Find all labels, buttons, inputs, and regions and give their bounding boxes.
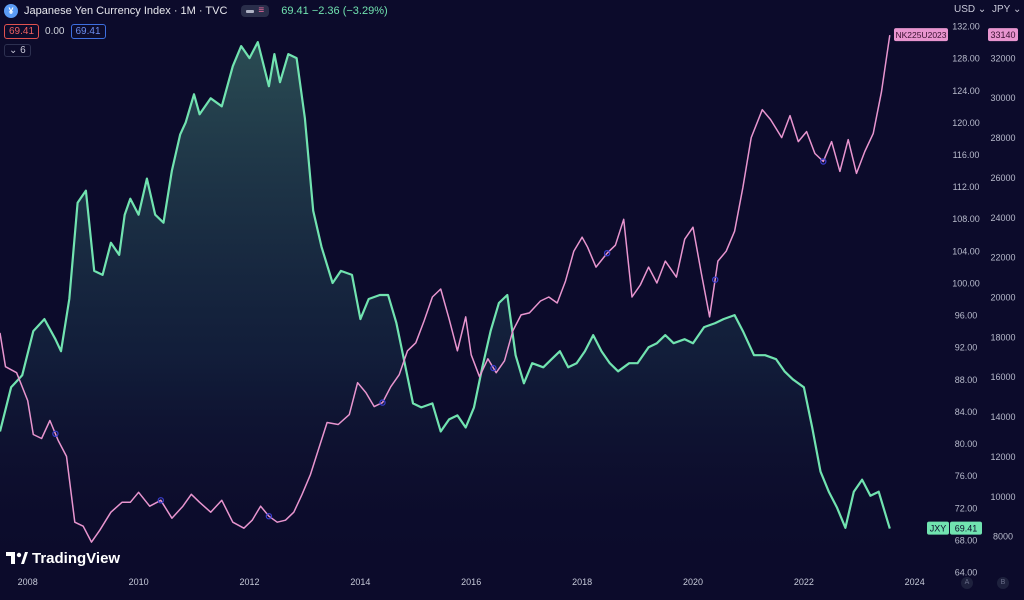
event-marker-0[interactable] [52,430,59,437]
left-axis-tick: 108.00 [952,214,980,224]
event-markers[interactable] [52,158,827,520]
right-axis-tick: 24000 [990,213,1015,223]
event-marker-3[interactable] [379,399,386,406]
left-axis-tick: 64.00 [955,568,978,578]
x-axis-tick: 2022 [794,577,814,587]
series-name-tag [894,28,948,42]
series-name-label: JXY [930,524,947,534]
event-marker-1[interactable] [157,497,164,504]
left-axis-tick: 100.00 [952,279,980,289]
left-axis-tick: 68.00 [955,535,978,545]
x-axis-tick: 2018 [572,577,592,587]
right-axis[interactable]: 8000 10000 12000 14000 16000 18000 20000 22000 2… [990,53,1015,541]
trade-panel: 69.41 0.00 69.41 [4,24,106,39]
log-scale-button[interactable]: B [997,577,1009,589]
symbol-title[interactable]: Japanese Yen Currency Index · 1M · TVC [24,5,228,17]
last-value-labels: JXY 69.41 NK225U2023 33140 [894,28,1018,535]
visibility-toggle[interactable]: ≡ [241,5,270,17]
series-name-label: NK225U2023 [895,30,946,40]
left-axis-tick: 92.00 [955,343,978,353]
left-axis-tick: 84.00 [955,407,978,417]
x-axis-tick: 2020 [683,577,703,587]
chevron-down-icon: ⌄ [9,45,18,56]
price-quote: 69.41 −2.36 (−3.29%) [281,5,388,17]
right-axis-tick: 20000 [990,293,1015,303]
event-marker-7[interactable] [820,158,827,165]
chart-legend-header[interactable]: ¥ Japanese Yen Currency Index · 1M · TVC… [4,4,388,18]
tradingview-logo[interactable]: TradingView [6,550,120,567]
right-axis-tick: 28000 [990,133,1015,143]
left-axis-tick: 112.00 [953,182,980,192]
plot-lines [0,34,891,543]
x-axis-tick: 2010 [129,577,149,587]
right-axis-tick: 12000 [990,452,1015,462]
jxy-area [0,42,890,573]
last-value-text: 69.41 [955,524,978,534]
event-marker-6[interactable] [712,276,719,283]
chevron-down-icon: ⌄ [1012,4,1022,15]
x-axis-tick: 2014 [350,577,370,587]
left-axis[interactable]: 64.00 68.00 72.00 76.00 80.00 84.00 88.00 92.00… [952,22,980,578]
left-axis-tick: 88.00 [955,375,978,385]
event-marker-5[interactable] [603,249,611,257]
buy-button[interactable]: 69.41 [70,24,106,39]
compare-icon: ≡ [258,5,265,16]
x-axis-tick: 2012 [239,577,259,587]
series-name-tag [927,521,949,535]
auto-scale-button[interactable]: A [961,577,973,589]
right-axis-tick: 18000 [990,332,1015,342]
left-axis-tick: 116.00 [953,150,980,160]
indicators-toggle[interactable]: ⌄ 6 [4,44,31,57]
sell-button[interactable]: 69.41 [4,24,40,39]
left-axis-tick: 96.00 [955,311,978,321]
right-axis-tick: 30000 [990,93,1015,103]
left-axis-tick: 132.00 [952,22,980,32]
chevron-down-icon: ⌄ [977,4,987,15]
spread-value: 0.00 [45,26,65,37]
left-axis-tick: 76.00 [955,471,978,481]
last-value-text: 33140 [990,30,1015,40]
right-axis-tick: 16000 [990,372,1015,382]
last-value-badge [950,521,982,535]
series-line-nk225u2023[interactable] [0,34,891,543]
left-axis-tick: 128.00 [952,54,980,64]
right-axis-tick: 32000 [990,53,1015,63]
indicators-count: 6 [20,45,26,56]
left-axis-tick: 104.00 [952,246,980,256]
left-axis-tick: 80.00 [955,439,978,449]
eye-icon [246,9,255,13]
last-value-badge [988,28,1018,42]
currency-right-dropdown[interactable]: JPY ⌄ [992,4,1021,15]
right-axis-tick: 10000 [990,492,1015,502]
x-axis-tick: 2024 [905,577,925,587]
left-axis-tick: 124.00 [952,86,980,96]
event-marker-2[interactable] [265,513,273,520]
x-axis-tick: 2008 [18,577,38,587]
event-marker-4[interactable] [490,364,497,372]
series-line-jxy[interactable] [0,41,891,529]
right-axis-tick: 22000 [990,253,1015,263]
left-axis-tick: 72.00 [955,503,978,513]
currency-left-dropdown[interactable]: USD ⌄ [954,4,986,15]
area-jxy [0,42,890,573]
left-axis-tick: 120.00 [952,118,980,128]
brand-name: TradingView [32,550,121,567]
tradingview-logo-icon [6,552,28,564]
x-axis-tick: 2016 [461,577,481,587]
currency-right: JPY [992,4,1011,15]
right-axis-tick: 14000 [990,412,1015,422]
right-axis-tick: 8000 [993,532,1013,542]
symbol-logo-icon: ¥ [4,4,18,18]
time-axis[interactable]: 2008 2010 2012 2014 2016 2018 2020 2022 2024 [18,577,925,587]
right-axis-tick: 26000 [990,173,1015,183]
currency-left: USD [954,4,976,15]
